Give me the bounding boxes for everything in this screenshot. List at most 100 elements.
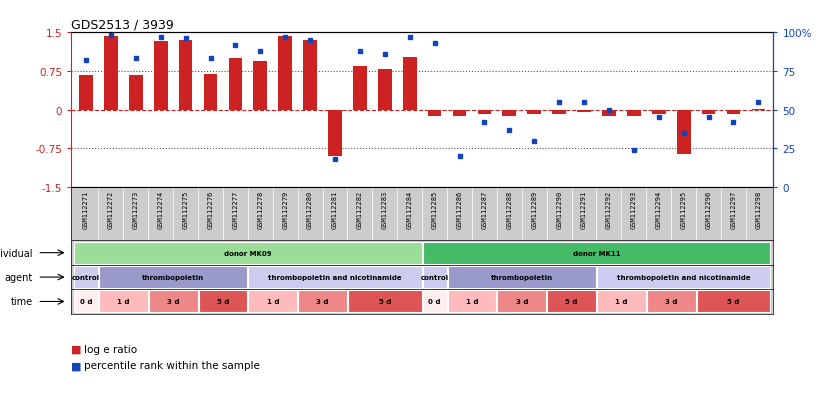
Text: ■: ■ bbox=[71, 344, 82, 354]
Bar bbox=[553, 110, 566, 114]
Bar bbox=[726, 110, 741, 114]
Bar bbox=[447, 266, 596, 288]
Bar bbox=[597, 266, 770, 288]
Bar bbox=[74, 266, 98, 288]
Text: GSM112273: GSM112273 bbox=[133, 190, 139, 229]
Bar bbox=[502, 110, 516, 116]
Bar bbox=[423, 291, 446, 313]
Bar bbox=[403, 58, 416, 110]
Text: GSM112284: GSM112284 bbox=[407, 190, 413, 229]
Text: time: time bbox=[10, 297, 33, 307]
Text: GDS2513 / 3939: GDS2513 / 3939 bbox=[71, 19, 174, 32]
Text: GSM112272: GSM112272 bbox=[108, 190, 114, 229]
Bar bbox=[696, 291, 770, 313]
Text: control: control bbox=[421, 274, 449, 280]
Bar bbox=[428, 110, 441, 116]
Text: GSM112275: GSM112275 bbox=[182, 190, 189, 229]
Bar bbox=[652, 110, 665, 114]
Bar bbox=[248, 291, 297, 313]
Text: agent: agent bbox=[4, 273, 33, 282]
Bar bbox=[199, 291, 247, 313]
Text: GSM112297: GSM112297 bbox=[731, 190, 737, 229]
Text: thrombopoietin and nicotinamide: thrombopoietin and nicotinamide bbox=[617, 274, 751, 280]
Bar bbox=[99, 266, 247, 288]
Text: donor MK09: donor MK09 bbox=[224, 250, 272, 256]
Bar bbox=[701, 110, 716, 114]
Text: GSM112276: GSM112276 bbox=[207, 190, 213, 229]
Text: 3 d: 3 d bbox=[316, 299, 329, 305]
Text: thrombopoietin: thrombopoietin bbox=[491, 274, 553, 280]
Bar bbox=[99, 291, 148, 313]
Text: thrombopoietin: thrombopoietin bbox=[142, 274, 204, 280]
Text: 3 d: 3 d bbox=[516, 299, 528, 305]
Text: percentile rank within the sample: percentile rank within the sample bbox=[84, 361, 259, 370]
Text: GSM112283: GSM112283 bbox=[382, 190, 388, 229]
Bar bbox=[149, 291, 197, 313]
Bar bbox=[602, 110, 616, 116]
Bar bbox=[452, 110, 466, 116]
Text: 3 d: 3 d bbox=[167, 299, 180, 305]
Bar bbox=[627, 110, 640, 116]
Text: GSM112279: GSM112279 bbox=[283, 190, 288, 229]
Text: 0 d: 0 d bbox=[428, 299, 441, 305]
Bar bbox=[74, 291, 98, 313]
Bar bbox=[228, 59, 242, 110]
Text: GSM112290: GSM112290 bbox=[556, 190, 562, 229]
Bar bbox=[752, 109, 765, 110]
Bar bbox=[423, 266, 446, 288]
Text: control: control bbox=[72, 274, 100, 280]
Text: GSM112282: GSM112282 bbox=[357, 190, 363, 229]
Bar bbox=[677, 110, 691, 154]
Text: ■: ■ bbox=[71, 361, 82, 370]
Bar bbox=[577, 110, 591, 113]
Bar bbox=[129, 76, 143, 110]
Bar bbox=[353, 66, 367, 110]
Text: GSM112298: GSM112298 bbox=[756, 190, 762, 229]
Text: 1 d: 1 d bbox=[466, 299, 478, 305]
Bar bbox=[497, 291, 546, 313]
Bar bbox=[477, 110, 492, 114]
Text: GSM112291: GSM112291 bbox=[581, 190, 587, 229]
Text: 1 d: 1 d bbox=[615, 299, 628, 305]
Bar bbox=[447, 291, 497, 313]
Bar bbox=[597, 291, 645, 313]
Bar bbox=[348, 291, 421, 313]
Bar bbox=[179, 41, 192, 110]
Text: GSM112285: GSM112285 bbox=[431, 190, 437, 229]
Text: GSM112280: GSM112280 bbox=[307, 190, 314, 229]
Text: GSM112295: GSM112295 bbox=[681, 190, 686, 229]
Text: GSM112296: GSM112296 bbox=[706, 190, 711, 229]
Text: GSM112281: GSM112281 bbox=[332, 190, 338, 229]
Bar bbox=[104, 37, 118, 110]
Text: 5 d: 5 d bbox=[217, 299, 229, 305]
Bar bbox=[378, 70, 392, 110]
Bar bbox=[79, 75, 93, 110]
Bar bbox=[253, 62, 268, 110]
Text: donor MK11: donor MK11 bbox=[573, 250, 620, 256]
Text: GSM112287: GSM112287 bbox=[482, 190, 487, 229]
Bar bbox=[74, 242, 421, 264]
Text: 5 d: 5 d bbox=[727, 299, 740, 305]
Bar bbox=[278, 37, 292, 110]
Bar bbox=[298, 291, 347, 313]
Bar bbox=[528, 110, 541, 114]
Bar bbox=[154, 42, 167, 110]
Text: GSM112286: GSM112286 bbox=[456, 190, 462, 229]
Bar bbox=[303, 41, 317, 110]
Text: GSM112271: GSM112271 bbox=[83, 190, 89, 229]
Bar bbox=[329, 110, 342, 157]
Text: GSM112288: GSM112288 bbox=[507, 190, 512, 229]
Text: log e ratio: log e ratio bbox=[84, 344, 137, 354]
Text: 5 d: 5 d bbox=[565, 299, 578, 305]
Text: 1 d: 1 d bbox=[267, 299, 279, 305]
Text: GSM112289: GSM112289 bbox=[531, 190, 538, 229]
Text: GSM112278: GSM112278 bbox=[257, 190, 263, 229]
Bar bbox=[248, 266, 421, 288]
Bar bbox=[647, 291, 696, 313]
Text: GSM112274: GSM112274 bbox=[158, 190, 164, 229]
Text: GSM112277: GSM112277 bbox=[232, 190, 238, 229]
Text: 0 d: 0 d bbox=[79, 299, 92, 305]
Bar bbox=[423, 242, 770, 264]
Text: GSM112292: GSM112292 bbox=[606, 190, 612, 229]
Text: GSM112294: GSM112294 bbox=[655, 190, 662, 229]
